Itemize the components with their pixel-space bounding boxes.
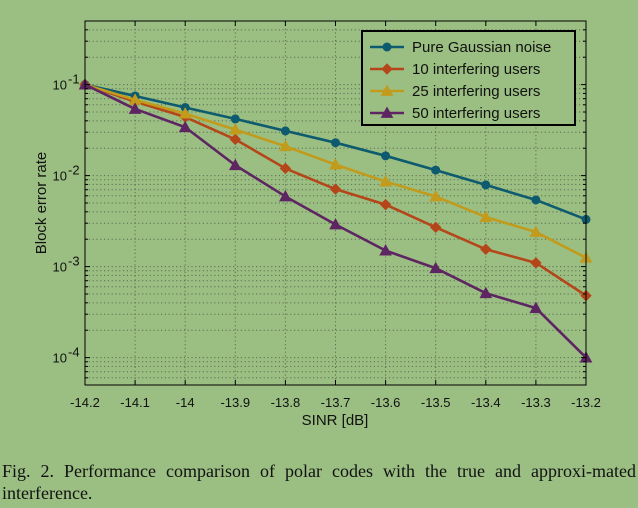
data-point (178, 107, 192, 119)
y-tick-label: 10 (53, 351, 67, 366)
data-point (429, 189, 443, 202)
data-point (279, 139, 292, 152)
legend-label: Pure Gaussian noise (412, 39, 551, 56)
data-point (531, 195, 541, 205)
legend-label: 50 interfering users (412, 105, 540, 122)
data-point (229, 133, 242, 146)
data-point (228, 123, 242, 135)
x-tick-label: -13.2 (571, 395, 601, 410)
data-point (280, 126, 290, 136)
legend-marker (382, 42, 392, 52)
legend-marker (380, 84, 394, 96)
data-point (431, 165, 441, 175)
x-tick-label: -13.6 (371, 395, 401, 410)
series-layer (78, 78, 593, 363)
legend-marker (381, 63, 393, 75)
y-tick-exponent: -3 (68, 254, 80, 269)
x-tick-label: -13.7 (321, 395, 351, 410)
data-point (329, 183, 342, 195)
x-axis-label: SINR [dB] (302, 412, 369, 429)
legend-label: 25 interfering users (412, 83, 540, 100)
y-tick-label: 10 (53, 260, 67, 275)
x-tick-label: -13.3 (521, 395, 551, 410)
data-point (329, 158, 342, 170)
data-point (230, 114, 240, 124)
chart: -14.2 -14.1 -14 -13.9 -13.8 -13.7 -13.6 -13.5 -1… (33, 20, 601, 429)
x-tick-label: -13.9 (220, 395, 250, 410)
x-tick-label: -13.4 (471, 395, 501, 410)
figure-caption: Fig. 2. Performance comparison of polar … (2, 461, 636, 503)
data-point (178, 120, 192, 133)
y-tick-exponent: -2 (68, 163, 80, 178)
data-point (529, 301, 543, 313)
x-tick-label: -13.5 (421, 395, 451, 410)
data-point (530, 257, 542, 269)
data-point (480, 243, 492, 255)
data-point (379, 198, 392, 211)
y-tick-label: 10 (53, 169, 67, 184)
legend: Pure Gaussian noise 10 interfering users 2… (361, 30, 576, 126)
y-axis-label: Block error rate (33, 152, 50, 255)
y-tick-exponent: -4 (68, 345, 80, 360)
x-tick-label: -14.2 (70, 395, 100, 410)
data-point (331, 138, 340, 148)
data-point (128, 102, 142, 114)
y-tick-exponent: -1 (68, 72, 80, 87)
ticks: -14.2 -14.1 -14 -13.9 -13.8 -13.7 -13.6 -13.5 -1… (53, 20, 601, 410)
data-point (429, 221, 442, 234)
data-point (529, 225, 543, 237)
data-point (228, 158, 242, 171)
data-point (481, 180, 491, 190)
data-point (329, 217, 342, 230)
data-point (279, 162, 292, 175)
data-point (479, 286, 493, 299)
data-point (381, 151, 391, 161)
x-tick-label: -13.8 (271, 395, 301, 410)
data-point (379, 175, 392, 187)
y-tick-label: 10 (53, 78, 67, 93)
data-point (429, 261, 443, 274)
legend-marker (380, 106, 394, 118)
legend-label: 10 interfering users (412, 61, 540, 78)
data-point (279, 189, 292, 202)
data-point (379, 244, 392, 256)
data-point (479, 210, 493, 222)
x-tick-label: -14.1 (120, 395, 150, 410)
x-tick-label: -14 (176, 395, 195, 410)
series-4 (78, 78, 593, 363)
